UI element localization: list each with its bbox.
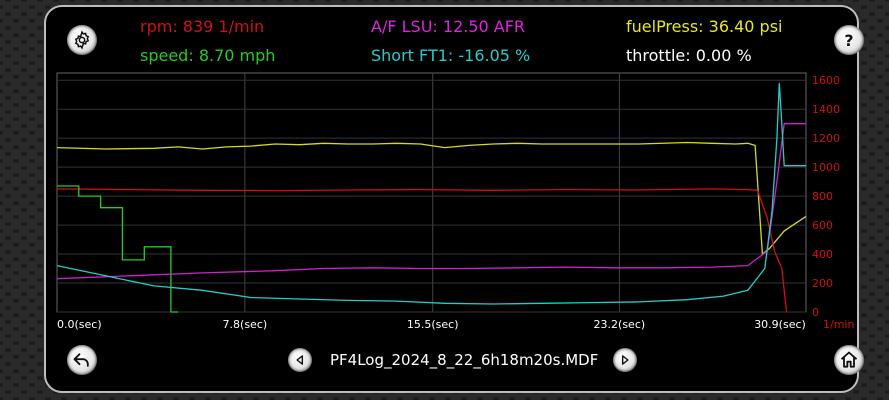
next-file-button[interactable] (613, 348, 637, 372)
short-ft1-readout: Short FT1: -16.05 % (371, 46, 531, 65)
chevron-right-icon (621, 355, 629, 365)
y-tick-label: 1400 (812, 103, 840, 116)
back-button[interactable] (67, 345, 97, 375)
rpm-readout: rpm: 839 1/min (140, 17, 265, 36)
y-tick-label: 1600 (812, 74, 840, 87)
chart-series (56, 83, 807, 313)
gear-icon (74, 30, 90, 50)
y-tick-label: 1000 (812, 161, 840, 174)
x-axis-ticks: 0.0(sec) 7.8(sec) 15.5(sec) 23.2(sec) 30.9(s… (57, 318, 806, 331)
series-line-rpm (56, 188, 788, 313)
throttle-readout: throttle: 0.00 % (626, 46, 752, 65)
undo-arrow-icon (73, 353, 89, 367)
x-tick-label: 30.9(sec) (754, 318, 806, 331)
af-readout: A/F LSU: 12.50 AFR (371, 17, 526, 36)
home-button[interactable] (834, 345, 864, 375)
y-tick-label: 200 (812, 277, 833, 290)
y-axis-ticks: 0 200 400 600 800 1000 1200 1400 1600 (812, 74, 840, 319)
help-button[interactable]: ? (834, 25, 864, 55)
chevron-left-icon (296, 355, 304, 365)
series-line-short-ft1 (56, 83, 806, 305)
speed-readout: speed: 8.70 mph (140, 46, 276, 65)
x-tick-label: 23.2(sec) (594, 318, 646, 331)
home-icon (840, 351, 858, 368)
y-tick-label: 600 (812, 219, 833, 232)
x-tick-label: 0.0(sec) (57, 318, 102, 331)
prev-file-button[interactable] (288, 348, 312, 372)
x-tick-label: 7.8(sec) (223, 318, 268, 331)
fuel-pressure-readout: fuelPress: 36.40 psi (626, 17, 783, 36)
series-line-speed (57, 185, 179, 313)
y-tick-label: 1200 (812, 132, 840, 145)
dashboard-frame (44, 5, 859, 393)
y-tick-label: 400 (812, 248, 833, 261)
y-tick-label: 0 (812, 306, 819, 319)
settings-button[interactable] (67, 25, 97, 55)
question-icon: ? (844, 31, 853, 50)
y-axis-unit: 1/min (823, 318, 854, 331)
log-file-name: PF4Log_2024_8_22_6h18m20s.MDF (330, 351, 599, 369)
y-tick-label: 800 (812, 190, 833, 203)
chart-grid (56, 72, 807, 313)
x-tick-label: 15.5(sec) (407, 318, 459, 331)
series-line-fuelpress (56, 141, 807, 256)
svg-text:?: ? (844, 31, 853, 50)
